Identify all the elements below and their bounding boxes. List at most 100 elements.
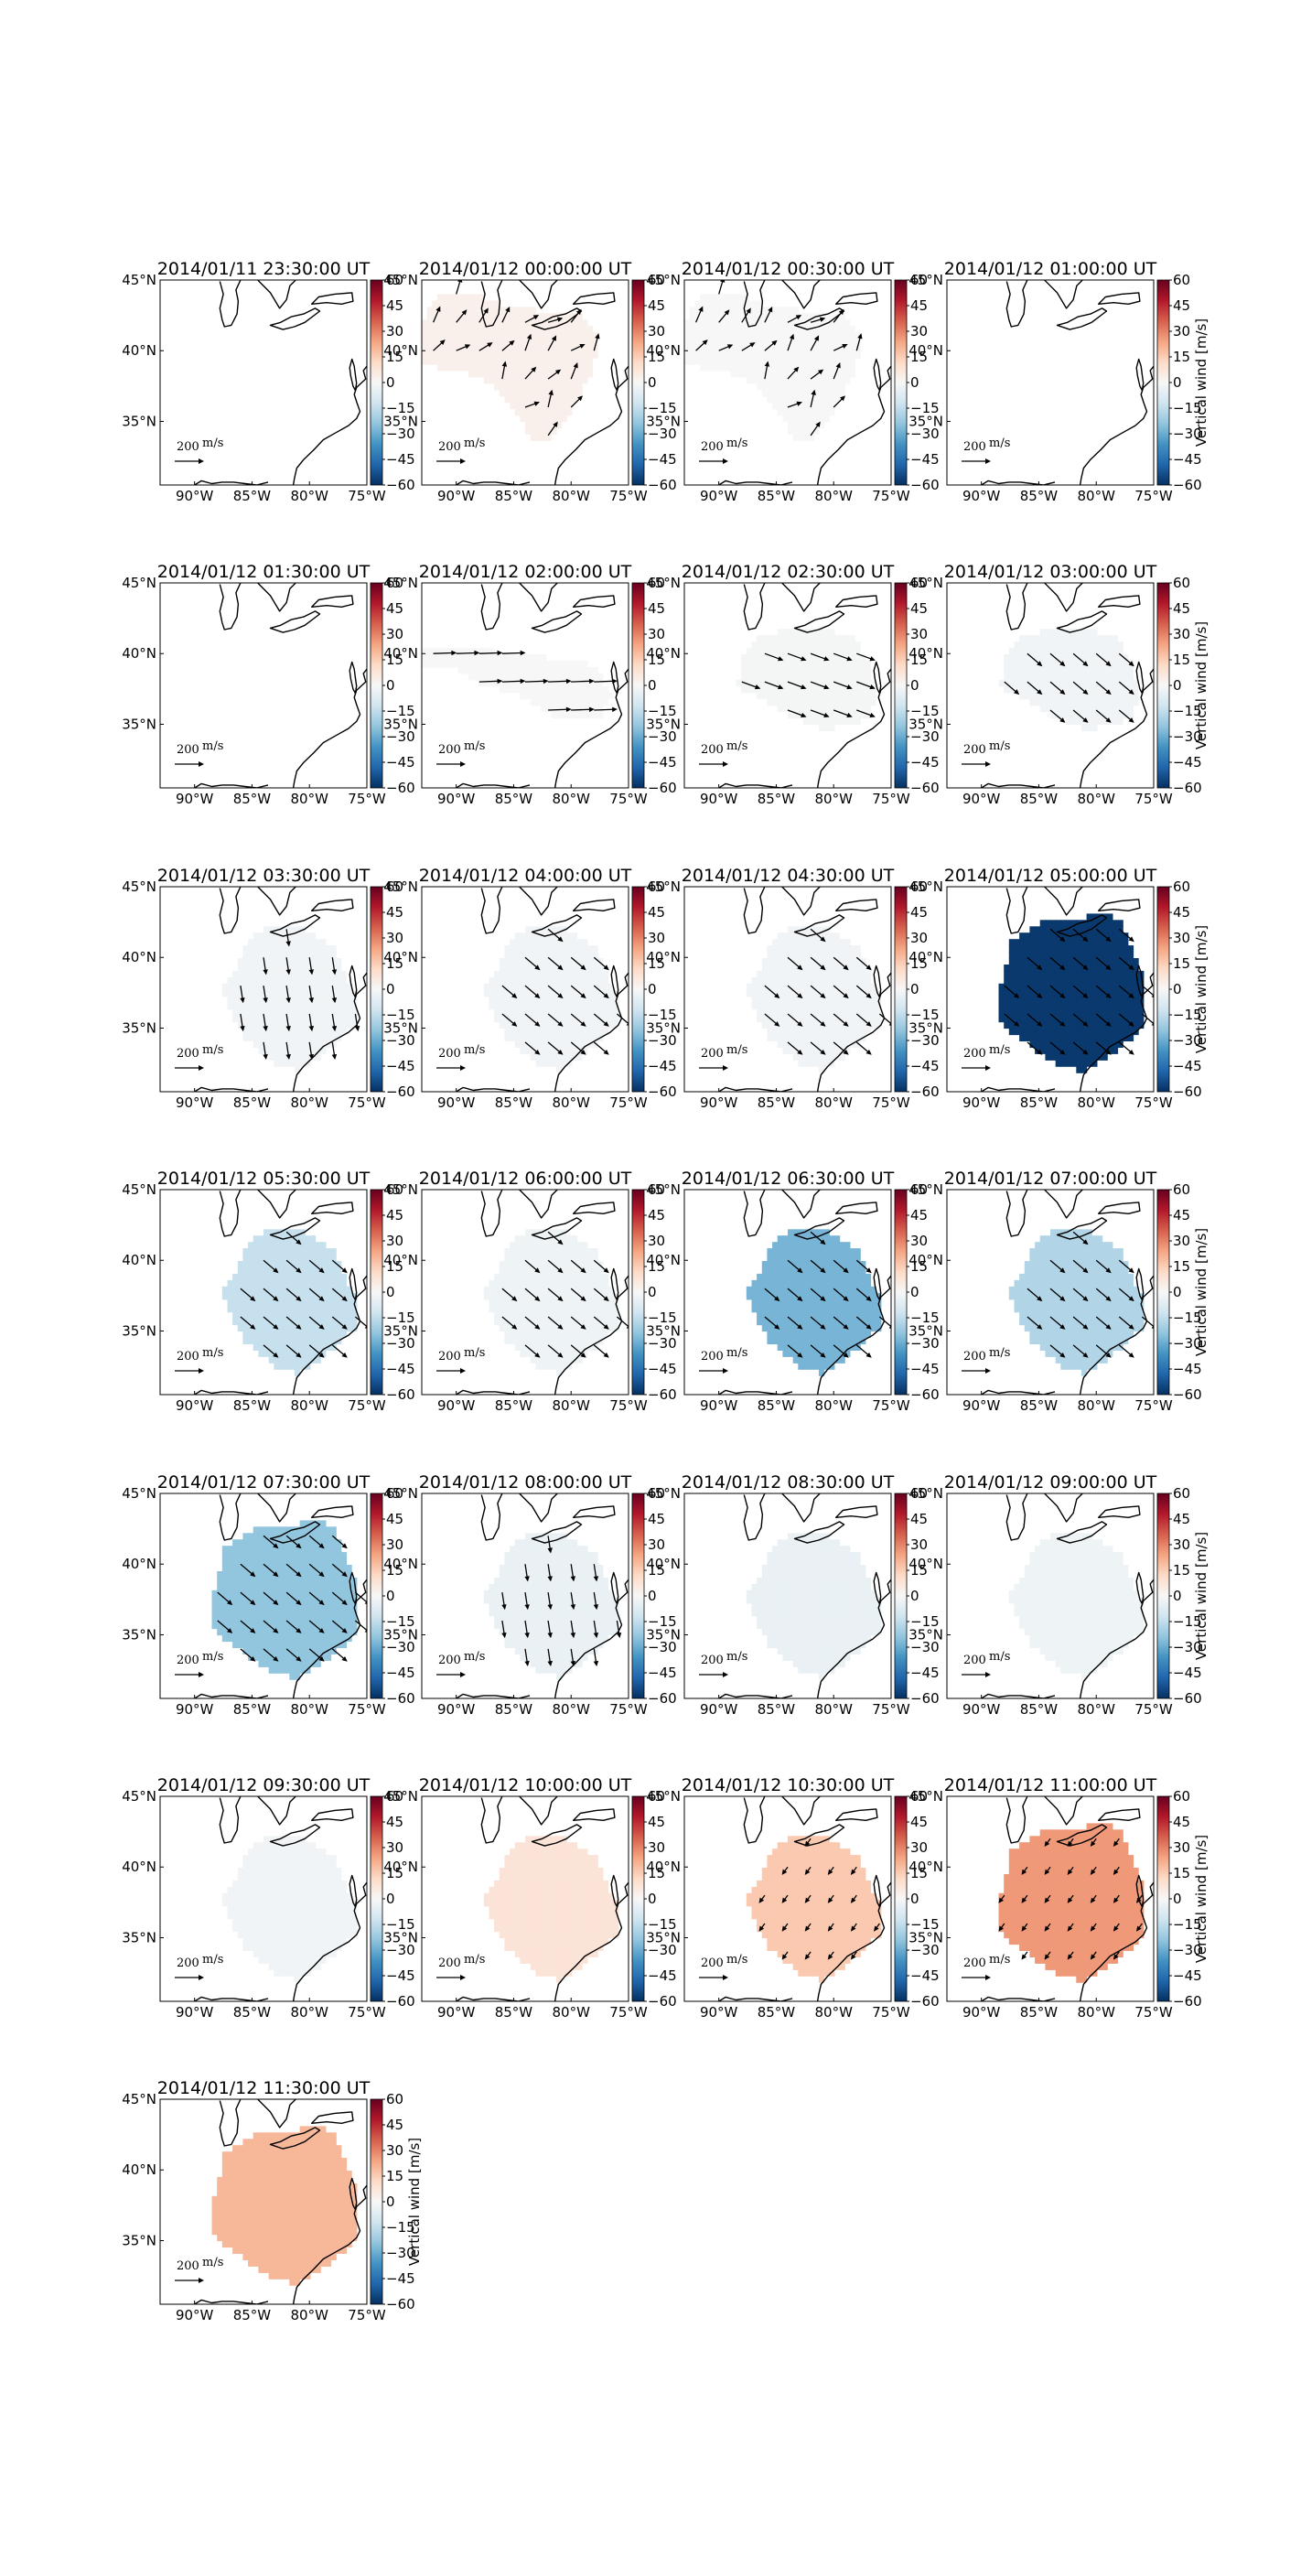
wind-cell — [572, 971, 577, 978]
wind-cell — [316, 1003, 321, 1010]
wind-cell — [1066, 1060, 1071, 1067]
wind-cell — [531, 409, 536, 416]
wind-cell — [500, 674, 505, 681]
wind-cell — [258, 1306, 263, 1313]
wind-cell — [295, 1047, 300, 1054]
wind-cell — [1071, 1060, 1077, 1067]
wind-cell — [1081, 945, 1087, 953]
wind-cell — [346, 1016, 351, 1023]
wind-cell — [819, 1034, 824, 1041]
wind-cell — [562, 958, 567, 965]
wind-cell — [603, 1009, 608, 1017]
wind-cell — [593, 945, 598, 953]
colorbar-tick-label: 45 — [648, 600, 665, 617]
wind-cell — [274, 990, 279, 997]
wind-cell — [572, 932, 577, 940]
wind-cell — [346, 1022, 351, 1029]
quiver-key-head — [723, 761, 728, 767]
wind-cell — [562, 332, 567, 340]
wind-cell — [1015, 939, 1020, 946]
wind-cell — [551, 351, 556, 359]
wind-cell — [840, 383, 845, 391]
wind-cell — [793, 409, 799, 416]
colorbar-tick-label: 30 — [910, 626, 928, 642]
wind-cell — [824, 648, 830, 655]
wind-cell — [443, 358, 448, 365]
wind-cell — [515, 358, 521, 365]
gulf-coast — [719, 783, 792, 788]
wind-cell — [279, 952, 285, 959]
wind-cell — [736, 364, 742, 372]
wind-cell — [1091, 686, 1097, 694]
wind-cell — [566, 945, 572, 953]
wind-cell — [850, 990, 855, 997]
colorbar-tick-label: 30 — [1173, 626, 1190, 642]
wind-cell — [1087, 1040, 1092, 1048]
wind-cell — [803, 1029, 809, 1036]
x-tick-label: 80°W — [553, 791, 591, 807]
wind-cell — [809, 1003, 814, 1010]
wind-cell — [427, 648, 433, 655]
wind-cell — [295, 977, 300, 985]
wind-cell — [531, 1009, 536, 1017]
wind-cell — [824, 932, 830, 940]
wind-cell — [705, 300, 711, 307]
wind-cell — [316, 1287, 321, 1294]
x-tick-label: 90°W — [962, 1094, 1001, 1111]
wind-cell — [263, 1003, 269, 1010]
wind-cell — [1097, 1003, 1102, 1010]
wind-cell — [705, 358, 711, 365]
wind-cell — [844, 319, 850, 327]
wind-cell — [1040, 654, 1046, 662]
wind-cell — [494, 364, 500, 372]
wind-cell — [566, 990, 572, 997]
wind-cell — [1076, 977, 1081, 985]
wind-cell — [520, 319, 525, 327]
wind-cell — [232, 977, 238, 985]
wind-cell — [520, 307, 525, 314]
wind-cell — [572, 712, 577, 719]
wind-cell — [819, 351, 824, 359]
wind-cell — [1056, 674, 1061, 681]
wind-cell — [834, 945, 840, 953]
wind-cell — [232, 1274, 238, 1281]
wind-cell — [1091, 932, 1097, 940]
wind-cell — [1019, 965, 1025, 972]
wind-cell — [463, 358, 468, 365]
wind-cell — [1019, 945, 1025, 953]
wind-cell — [829, 364, 834, 372]
wind-cell — [731, 364, 736, 372]
wind-cell — [336, 977, 341, 985]
wind-cell — [295, 965, 300, 972]
wind-cell — [1091, 654, 1097, 662]
wind-cell — [228, 990, 233, 997]
y-tick-label: 35°N — [383, 413, 418, 429]
wind-cell — [478, 667, 484, 674]
wind-cell — [1102, 1029, 1108, 1036]
wind-cell — [782, 319, 788, 327]
wind-cell — [551, 971, 556, 978]
wind-cell — [274, 1306, 279, 1313]
wind-cell — [788, 422, 793, 429]
wind-cell — [1040, 958, 1046, 965]
wind-cell — [798, 358, 803, 365]
wind-cell — [803, 383, 809, 391]
wind-cell — [515, 952, 521, 959]
wind-cell — [228, 1287, 233, 1294]
wind-cell — [453, 326, 458, 333]
wind-cell — [289, 971, 295, 978]
wind-cell — [228, 1306, 233, 1313]
wind-cell — [546, 1029, 552, 1036]
wind-cell — [1025, 661, 1030, 668]
wind-cell — [726, 326, 731, 333]
x-tick-label: 90°W — [700, 1094, 738, 1111]
wind-cell — [809, 984, 814, 991]
wind-cell — [1019, 1034, 1025, 1041]
y-tick-label: 45°N — [122, 272, 156, 288]
wind-cell — [582, 686, 587, 694]
wind-cell — [1060, 699, 1066, 706]
wind-cell — [819, 1029, 824, 1036]
wind-cell — [504, 997, 510, 1004]
wind-cell — [593, 990, 598, 997]
wind-cell — [834, 699, 840, 706]
